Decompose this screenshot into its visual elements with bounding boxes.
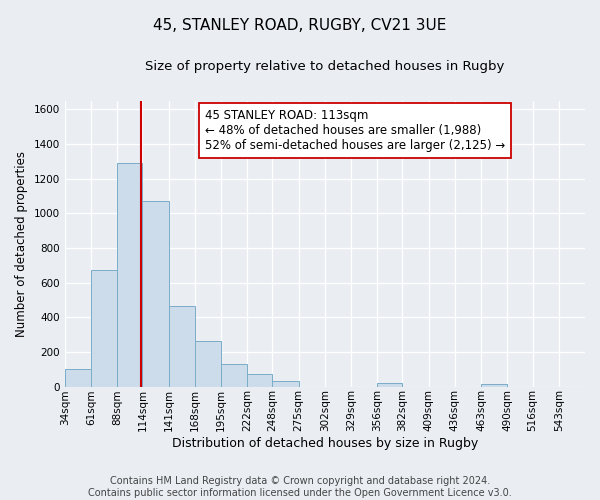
Bar <box>377 383 403 386</box>
Bar <box>481 384 508 386</box>
Y-axis label: Number of detached properties: Number of detached properties <box>15 150 28 336</box>
Bar <box>272 382 299 386</box>
Bar <box>195 340 221 386</box>
Bar <box>91 270 117 386</box>
Text: 45, STANLEY ROAD, RUGBY, CV21 3UE: 45, STANLEY ROAD, RUGBY, CV21 3UE <box>154 18 446 32</box>
Text: Contains HM Land Registry data © Crown copyright and database right 2024.
Contai: Contains HM Land Registry data © Crown c… <box>88 476 512 498</box>
Title: Size of property relative to detached houses in Rugby: Size of property relative to detached ho… <box>145 60 505 73</box>
X-axis label: Distribution of detached houses by size in Rugby: Distribution of detached houses by size … <box>172 437 478 450</box>
Bar <box>169 306 195 386</box>
Bar <box>142 201 169 386</box>
Bar <box>65 369 91 386</box>
Bar <box>221 364 247 386</box>
Bar <box>247 374 272 386</box>
Text: 45 STANLEY ROAD: 113sqm
← 48% of detached houses are smaller (1,988)
52% of semi: 45 STANLEY ROAD: 113sqm ← 48% of detache… <box>205 109 505 152</box>
Bar <box>117 163 142 386</box>
